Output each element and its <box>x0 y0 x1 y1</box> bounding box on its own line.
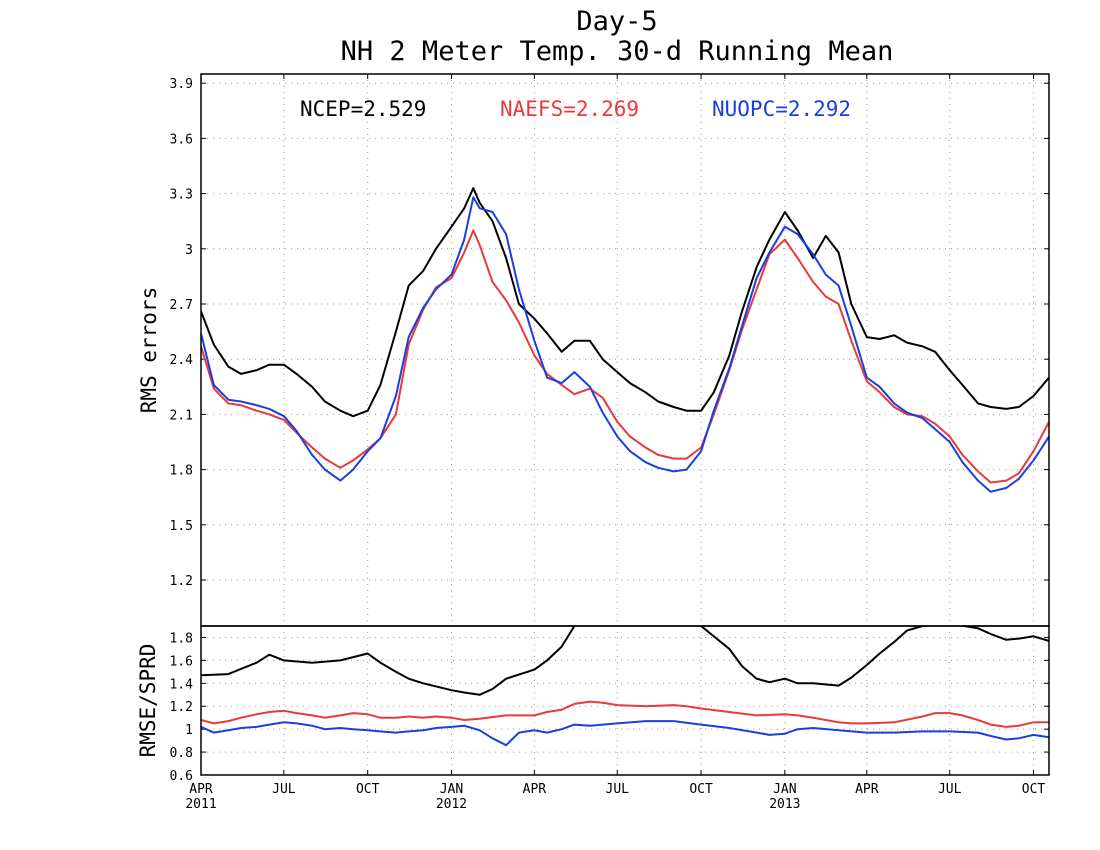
chart-title-line-1: Day-5 <box>576 6 657 37</box>
upper-series-ncep <box>201 187 1049 418</box>
lower-y-tick-label: 1 <box>185 723 193 738</box>
lower-y-tick-label: 1.4 <box>170 677 194 692</box>
upper-y-tick-label: 2.4 <box>170 353 194 368</box>
x-tick-label: JUL <box>606 782 630 797</box>
lower-y-tick-label: 1.8 <box>170 631 193 646</box>
legend-nuopc: NUOPC=2.292 <box>712 97 851 121</box>
x-tick-label: JUL <box>272 782 296 797</box>
lower-y-tick-label: 0.6 <box>170 769 193 784</box>
x-tick-year-label: 2011 <box>185 797 216 812</box>
x-tick-label: OCT <box>689 782 713 797</box>
x-tick-year-label: 2012 <box>436 797 467 812</box>
x-tick-label: JAN <box>773 782 796 797</box>
upper-y-tick-label: 3.9 <box>170 77 193 92</box>
legend-naefs: NAEFS=2.269 <box>500 97 639 121</box>
upper-series-nuopc <box>201 196 1049 493</box>
x-tick-year-label: 2013 <box>769 797 800 812</box>
x-tick-label: APR <box>855 782 879 797</box>
x-tick-label: JAN <box>440 782 463 797</box>
lower-series-naefs <box>201 700 1049 728</box>
x-tick-label: APR <box>189 782 213 797</box>
upper-y-tick-label: 2.7 <box>170 298 193 313</box>
rmse-sprd-panel: 0.6 0.8 1 1.2 1.4 1.6 1.8 RMSE/SPRD <box>136 625 1050 784</box>
lower-y-tick-label: 1.6 <box>170 654 193 669</box>
upper-y-tick-label: 3.6 <box>170 132 193 147</box>
upper-y-axis-label: RMS errors <box>137 287 161 413</box>
lower-y-tick-label: 0.8 <box>170 746 193 761</box>
chart-title-line-2: NH 2 Meter Temp. 30-d Running Mean <box>341 36 894 67</box>
lower-frame <box>200 625 1050 776</box>
x-tick-label: OCT <box>356 782 380 797</box>
rms-errors-panel: 1.2 1.5 1.8 2.1 2.4 2.7 3 3.3 3.6 3.9 RMS errors <box>137 73 1050 627</box>
x-tick-label: OCT <box>1022 782 1046 797</box>
x-tick-label: APR <box>523 782 547 797</box>
lower-series-nuopc <box>201 720 1049 747</box>
upper-y-tick-label: 1.5 <box>170 519 193 534</box>
legend-ncep: NCEP=2.529 <box>300 97 426 121</box>
upper-series-naefs <box>201 229 1049 484</box>
lower-y-axis-label: RMSE/SPRD <box>136 644 160 758</box>
upper-y-tick-label: 1.2 <box>170 574 193 589</box>
upper-y-tick-label: 3.3 <box>170 188 193 203</box>
upper-frame <box>200 73 1050 627</box>
lower-series-ncep <box>201 626 1049 696</box>
upper-y-tick-label: 2.1 <box>170 408 193 423</box>
upper-y-tick-label: 3 <box>185 243 193 258</box>
lower-y-tick-label: 1.2 <box>170 700 193 715</box>
upper-y-tick-label: 1.8 <box>170 464 193 479</box>
x-tick-label: JUL <box>938 782 962 797</box>
